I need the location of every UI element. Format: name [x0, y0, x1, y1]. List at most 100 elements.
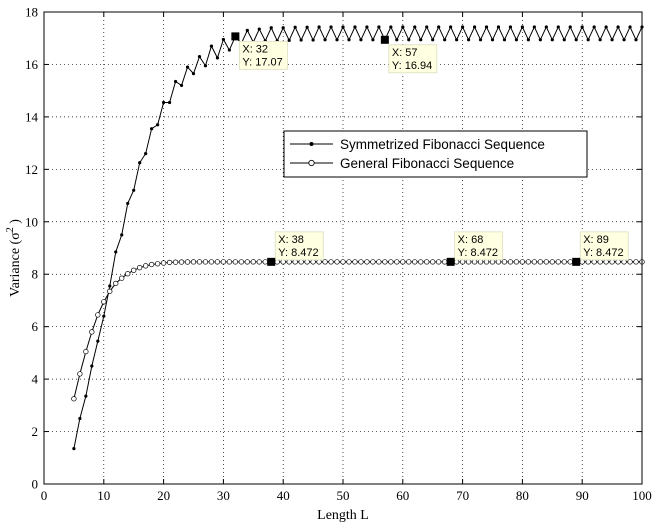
data-point-general — [196, 259, 203, 265]
data-point-symmetrized — [466, 38, 471, 42]
data-point-general — [633, 259, 639, 265]
data-point-symmetrized — [341, 25, 345, 29]
datatips: X: 32Y: 17.07X: 57Y: 16.94X: 38Y: 8.472X… — [231, 32, 629, 266]
data-point-symmetrized — [550, 38, 554, 42]
data-point-symmetrized — [102, 314, 106, 318]
data-point-symmetrized — [185, 65, 190, 69]
data-point-symmetrized — [622, 38, 626, 42]
data-point-symmetrized — [496, 25, 501, 29]
data-point-symmetrized — [108, 284, 112, 288]
datatip-box — [274, 231, 324, 261]
y-tick-label: 2 — [32, 424, 39, 439]
datatip: X: 38Y: 8.472 — [267, 231, 324, 266]
data-point-general — [412, 259, 418, 265]
data-point-general — [364, 259, 370, 265]
data-point-general — [137, 265, 143, 271]
y-tick-label: 16 — [25, 57, 39, 72]
data-point-general — [340, 259, 346, 265]
legend: Symmetrized Fibonacci Sequence General F… — [283, 130, 588, 178]
data-point-symmetrized — [150, 127, 154, 131]
data-point-symmetrized — [221, 37, 225, 42]
y-tick-label: 14 — [25, 109, 39, 124]
data-point-symmetrized — [215, 56, 220, 60]
data-point-general — [627, 259, 633, 265]
datatip-marker — [446, 257, 455, 266]
data-point-general — [507, 259, 514, 265]
data-point-symmetrized — [574, 38, 578, 42]
data-point-symmetrized — [526, 38, 530, 42]
data-point-symmetrized — [126, 201, 130, 206]
data-point-general — [561, 259, 567, 265]
data-point-symmetrized — [401, 25, 405, 29]
data-point-symmetrized — [173, 79, 178, 84]
datatip-x-label: X: 89 — [583, 234, 609, 246]
data-point-symmetrized — [347, 38, 351, 42]
data-point-symmetrized — [616, 25, 620, 29]
x-tick-label: 10 — [97, 488, 110, 503]
data-point-general — [184, 259, 191, 265]
data-point-symmetrized — [96, 339, 100, 343]
data-point-symmetrized — [203, 64, 208, 68]
data-point-symmetrized — [628, 25, 632, 29]
y-tick-label: 0 — [32, 477, 39, 492]
data-point-general — [394, 259, 400, 265]
axis-ticks: 0 10 20 30 40 50 60 70 80 90 100 0 2 4 6 8 10 12 14 16 18 — [25, 5, 652, 504]
data-point-symmetrized — [281, 26, 285, 30]
x-tick-label: 30 — [217, 488, 230, 503]
data-point-symmetrized — [287, 38, 291, 42]
datatip-marker — [267, 257, 276, 266]
datatip-x-label: X: 57 — [392, 47, 418, 59]
y-tick-label: 10 — [25, 214, 38, 229]
data-point-general — [238, 259, 244, 265]
data-point-symmetrized — [472, 25, 477, 29]
data-point-symmetrized — [323, 38, 327, 42]
data-point-general — [358, 259, 364, 265]
data-point-symmetrized — [359, 38, 363, 42]
data-point-general — [119, 275, 125, 281]
data-point-symmetrized — [598, 38, 602, 42]
data-point-symmetrized — [72, 447, 76, 451]
data-point-general — [178, 259, 185, 265]
data-point-symmetrized — [227, 48, 231, 52]
data-point-symmetrized — [413, 25, 417, 29]
data-point-general — [95, 312, 101, 318]
data-point-general — [418, 259, 424, 265]
data-point-symmetrized — [556, 25, 560, 29]
data-point-symmetrized — [162, 100, 166, 105]
data-point-symmetrized — [449, 25, 453, 29]
data-point-symmetrized — [538, 38, 542, 42]
y-axis-label-suffix: ) — [8, 219, 23, 228]
data-point-symmetrized — [317, 25, 321, 29]
data-point-general — [148, 261, 155, 268]
data-point-symmetrized — [544, 25, 548, 29]
data-point-general — [232, 259, 239, 265]
data-point-symmetrized — [580, 25, 584, 29]
data-point-general — [262, 259, 268, 265]
series-symmetrized — [72, 25, 644, 451]
data-point-symmetrized — [431, 38, 435, 42]
data-point-general — [352, 259, 358, 265]
datatip-x-label: X: 68 — [458, 234, 484, 246]
data-point-symmetrized — [437, 25, 441, 29]
datatip: X: 89Y: 8.472 — [572, 231, 629, 266]
datatip-x-label: X: 32 — [242, 43, 268, 55]
y-axis-label-prefix: Variance ( — [8, 239, 23, 296]
data-point-symmetrized — [365, 25, 369, 29]
data-point-general — [214, 259, 221, 265]
data-point-general — [436, 259, 442, 265]
data-point-symmetrized — [132, 188, 136, 192]
data-point-symmetrized — [156, 123, 160, 127]
data-point-general — [334, 259, 340, 265]
data-point-symmetrized — [425, 25, 429, 29]
data-point-symmetrized — [419, 38, 423, 42]
data-point-symmetrized — [490, 38, 495, 42]
x-tick-label: 0 — [41, 488, 48, 503]
data-point-symmetrized — [461, 25, 465, 29]
x-tick-label: 100 — [632, 488, 652, 503]
x-tick-label: 60 — [396, 488, 409, 503]
y-tick-label: 8 — [32, 267, 39, 282]
datatip-y-label: Y: 8.472 — [278, 247, 318, 259]
data-point-general — [166, 259, 173, 266]
data-point-symmetrized — [484, 25, 489, 29]
data-point-symmetrized — [311, 38, 315, 42]
